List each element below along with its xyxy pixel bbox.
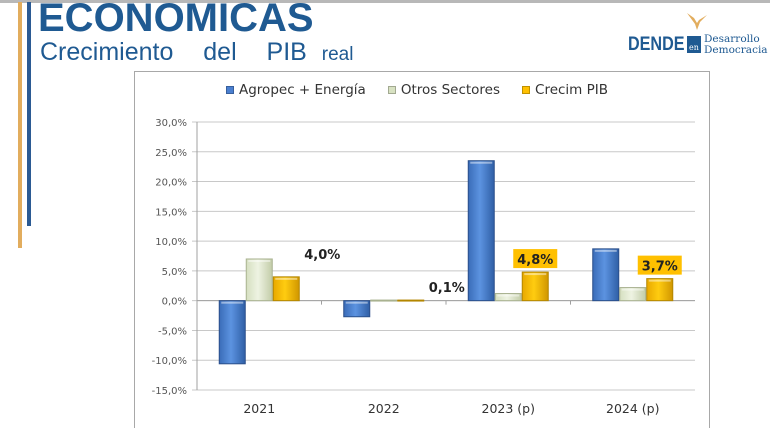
bar-highlight <box>497 294 520 297</box>
legend-label-pib: Crecim PIB <box>535 82 608 98</box>
bar-agropec-energia <box>592 248 620 302</box>
bar-otros-sectores <box>370 299 398 302</box>
data-label: 4,8% <box>517 253 553 268</box>
bar-otros-sectores <box>619 287 647 302</box>
bar-agropec-energia <box>467 160 495 302</box>
y-tick-label: 25,0% <box>155 148 187 159</box>
data-label: 4,0% <box>304 248 340 263</box>
logo-connector: en <box>687 36 701 53</box>
chart-legend: Agropec + Energía Otros Sectores Crecim … <box>226 82 630 98</box>
logo-line1: Desarrollo <box>704 33 760 45</box>
legend-label-agro: Agropec + Energía <box>239 82 366 98</box>
bar-crecim-pib <box>397 299 425 302</box>
legend-swatch-pib <box>522 86 531 94</box>
y-tick-label: 30,0% <box>155 118 187 129</box>
y-tick-label: -15,0% <box>152 386 187 397</box>
legend-swatch-agro <box>226 86 234 94</box>
subtitle-main: Crecimiento del PIB <box>40 38 307 66</box>
bar-highlight <box>524 273 547 276</box>
subtitle-suffix: real <box>321 44 354 65</box>
legend-item-otros: Otros Sectores <box>387 82 501 98</box>
slide-title: ECONOMICAS <box>38 0 314 40</box>
y-tick-label: -10,0% <box>152 356 187 367</box>
bar-highlight <box>275 277 298 280</box>
data-label: 0,1% <box>429 281 465 296</box>
data-label: 3,7% <box>642 260 678 275</box>
bar-highlight <box>594 249 617 252</box>
y-tick-label: 0,0% <box>162 297 187 308</box>
legend-item-pib: Crecim PIB <box>522 82 608 98</box>
legend-item-agro: Agropec + Energía <box>226 82 366 98</box>
bar-highlight <box>648 279 671 282</box>
legend-swatch-otros <box>387 86 396 94</box>
y-tick-label: -5,0% <box>158 326 187 337</box>
legend-label-otros: Otros Sectores <box>400 82 501 98</box>
top-border <box>0 0 770 3</box>
accent-bar-blue <box>27 2 31 226</box>
logo-text: Desarrollo Democracia <box>704 34 768 56</box>
bar-highlight <box>345 301 368 304</box>
bar-highlight <box>221 301 244 304</box>
bar-highlight <box>248 259 271 262</box>
bar-highlight <box>621 288 644 291</box>
data-label-bg <box>513 249 558 269</box>
x-tick-label: 2024 (p) <box>606 401 659 416</box>
y-tick-label: 5,0% <box>162 267 187 278</box>
y-tick-label: 20,0% <box>155 178 187 189</box>
bar-otros-sectores <box>245 258 273 302</box>
bar-otros-sectores <box>494 293 522 302</box>
bar-crecim-pib <box>521 271 549 302</box>
bar-crecim-pib <box>646 278 674 302</box>
data-label-bg <box>637 255 682 275</box>
slide-subtitle: Crecimiento del PIB real <box>40 38 353 67</box>
logo-line2: Democracia <box>704 44 768 56</box>
accent-bar-gold <box>18 2 22 248</box>
y-tick-label: 15,0% <box>155 207 187 218</box>
bar-agropec-energia <box>343 300 371 318</box>
x-tick-label: 2022 <box>368 401 400 416</box>
bar-crecim-pib <box>272 276 300 302</box>
bar-agropec-energia <box>218 300 246 365</box>
x-tick-label: 2023 (p) <box>482 401 535 416</box>
logo-brand: DENDE <box>628 34 685 55</box>
dende-logo: DENDE en Desarrollo Democracia <box>628 12 768 62</box>
y-tick-label: 10,0% <box>155 237 187 248</box>
x-tick-label: 2021 <box>243 401 275 416</box>
bar-highlight <box>470 161 493 164</box>
bird-wing-icon <box>687 13 707 30</box>
